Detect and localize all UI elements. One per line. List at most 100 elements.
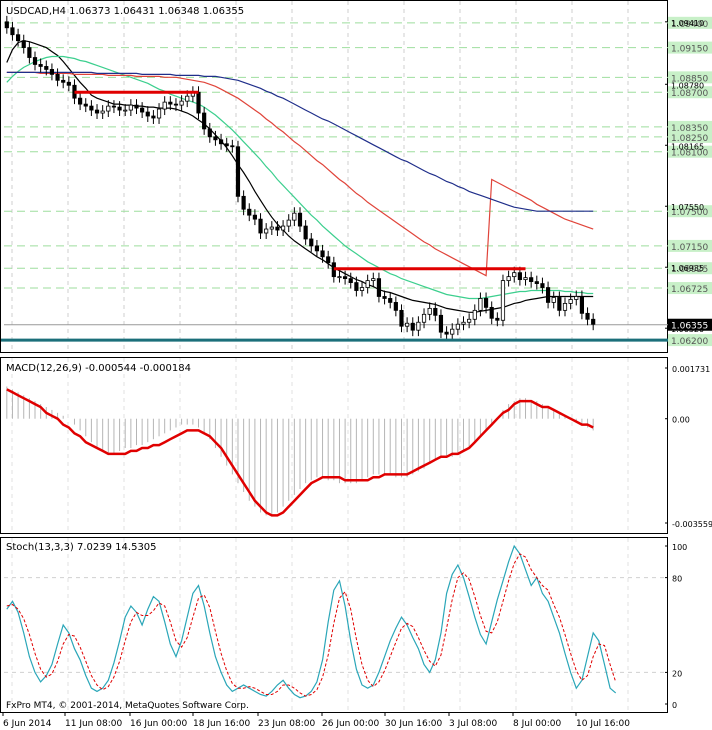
- stochastic-lines: [4, 544, 668, 699]
- price-level-label-bg: [668, 282, 712, 295]
- candle-body: [438, 314, 444, 333]
- candle-body: [55, 73, 60, 81]
- price-level-label: 1.08700: [671, 89, 708, 99]
- candle-body: [562, 303, 568, 311]
- candle-body: [371, 278, 376, 282]
- candle-body: [326, 256, 331, 264]
- candle-body: [128, 104, 133, 111]
- candle-body: [106, 105, 111, 112]
- stoch-axis-tick-label: 100: [672, 543, 687, 552]
- price-axis-tick-label: 1.08165: [671, 142, 704, 151]
- time-axis-tick-label: 6 Jun 2014: [3, 719, 52, 729]
- time-axis-tick-label: 16 Jun 00:00: [130, 719, 187, 729]
- candle-body: [314, 245, 320, 252]
- candle-body: [421, 313, 427, 323]
- price-level-label: 1.06200: [671, 337, 708, 347]
- price-level-label: 1.08250: [671, 134, 708, 144]
- candle-body: [506, 276, 511, 282]
- candle-body: [173, 103, 179, 106]
- stoch-grid: [11, 538, 629, 712]
- candle-body: [230, 145, 235, 148]
- candle-body: [382, 296, 387, 299]
- candle-body: [309, 238, 314, 247]
- current-price-bg: [668, 318, 712, 331]
- price-level-label-bg: [668, 86, 712, 99]
- price-axis-tick-label: 1.06935: [671, 264, 704, 273]
- candle-body: [359, 287, 365, 291]
- price-level-label: 1.08350: [671, 124, 708, 134]
- candle-body: [117, 106, 122, 111]
- resistance-lines: [74, 90, 526, 271]
- candle-body: [500, 280, 506, 321]
- price-panel: 1.09400 1.09150 1.08850 1.08700 1.083501.082…: [0, 0, 712, 353]
- candle-body: [450, 328, 455, 335]
- price-level-label: 1.09150: [671, 45, 708, 55]
- candle-body: [540, 283, 545, 288]
- ma-navy-line: [6, 71, 594, 212]
- candle-body: [168, 101, 173, 105]
- candle-body: [495, 317, 500, 321]
- candle-body: [433, 307, 438, 316]
- macd-axis-tick-label: -0.003559: [672, 520, 712, 529]
- price-level-label: 1.08850: [671, 74, 708, 84]
- candle-body: [388, 298, 393, 303]
- candle-body: [444, 331, 449, 335]
- price-level-label: 1.07150: [671, 243, 708, 253]
- candle-body: [241, 195, 246, 210]
- price-level-label: 1.06725: [671, 285, 708, 295]
- candle-body: [348, 278, 353, 283]
- candle-body: [44, 66, 49, 70]
- candle-body: [591, 318, 596, 325]
- candle-body: [185, 95, 190, 102]
- ma-black-line: [6, 40, 594, 313]
- candle-body: [123, 109, 128, 112]
- candle-body: [38, 64, 43, 67]
- candle-body: [156, 108, 162, 119]
- candle-body: [416, 321, 421, 331]
- price-level-label-bg: [668, 130, 712, 143]
- candle-body: [568, 299, 573, 304]
- candle-body: [286, 219, 291, 227]
- candle-body: [455, 323, 460, 330]
- stoch-label: Stoch(13,3,3) 7.0239 14.5305: [6, 542, 157, 553]
- candle-body: [224, 143, 229, 147]
- symbol-header: USDCAD,H4 1.06373 1.06431 1.06348 1.0635…: [6, 6, 244, 17]
- candle-body: [478, 298, 483, 311]
- candle-body: [78, 97, 83, 105]
- candle-body: [252, 214, 257, 220]
- macd-axis-tick-label: 0.00: [672, 416, 690, 425]
- candle-body: [269, 226, 274, 230]
- candle-body: [49, 69, 55, 75]
- price-axis-tick-label: 1.07550: [671, 203, 704, 212]
- price-level-label-bg: [668, 145, 712, 158]
- macd-label: MACD(12,26,9) -0.000544 -0.000184: [6, 363, 191, 374]
- price-level-label-bg: [668, 262, 712, 275]
- candle-body: [410, 322, 415, 331]
- candle-body: [393, 302, 398, 311]
- price-level-label-bg: [668, 205, 712, 218]
- candle-body: [320, 250, 325, 258]
- candle-body: [337, 276, 342, 279]
- macd-panel: 0.001731 0.00 -0.003559 MACD(12,26,9) -0.0…: [0, 357, 712, 534]
- candle-body: [111, 105, 117, 108]
- candle-body: [151, 115, 156, 119]
- candle-body: [27, 47, 32, 58]
- time-axis-tick-label: 8 Jul 00:00: [513, 719, 562, 729]
- candle-body: [218, 139, 224, 145]
- stoch-axis-tick-label: 0: [672, 701, 677, 710]
- price-level-label-bg: [668, 16, 712, 29]
- time-axis: 6 Jun 2014 11 Jun 08:00 16 Jun 00:00 18 Jun…: [2, 712, 630, 729]
- candle-body: [585, 312, 590, 320]
- macd-axis: 0.001731 0.00 -0.003559: [665, 365, 712, 529]
- price-level-label-bg: [668, 334, 712, 347]
- time-axis-tick-label: 18 Jun 16:00: [193, 719, 250, 729]
- stoch-k-line: [6, 544, 617, 699]
- candle-body: [196, 91, 201, 114]
- candle-body: [94, 109, 100, 114]
- candle-body: [467, 318, 472, 323]
- candle-body: [461, 321, 466, 325]
- candle-body: [354, 282, 359, 291]
- candle-body: [10, 27, 15, 36]
- candle-body: [297, 212, 303, 227]
